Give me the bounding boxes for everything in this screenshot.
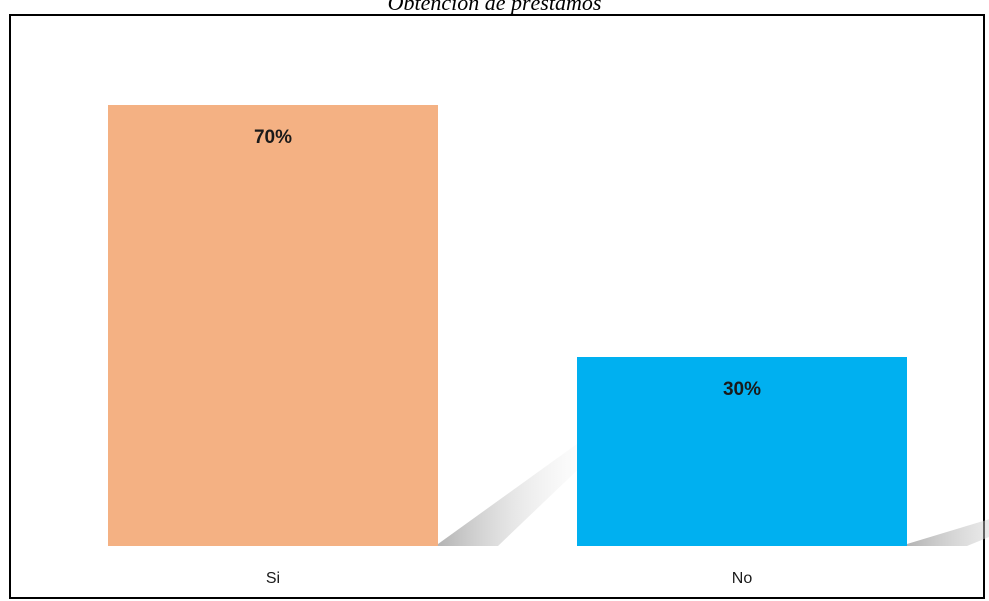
category-label-no: No: [732, 570, 753, 587]
bar-no: [577, 357, 907, 546]
category-labels: Si No: [266, 570, 752, 587]
bars: [108, 105, 907, 546]
data-label-si: 70%: [254, 127, 292, 148]
bar-shadow-si: [438, 436, 613, 546]
bar-si: [108, 105, 438, 546]
chart-title: Obtención de préstamos: [387, 0, 602, 15]
bar-shadow-no: [907, 519, 989, 546]
bar-shadows: [438, 436, 989, 546]
category-label-si: Si: [266, 570, 280, 587]
data-labels: 70% 30%: [254, 127, 761, 400]
data-label-no: 30%: [723, 379, 761, 400]
